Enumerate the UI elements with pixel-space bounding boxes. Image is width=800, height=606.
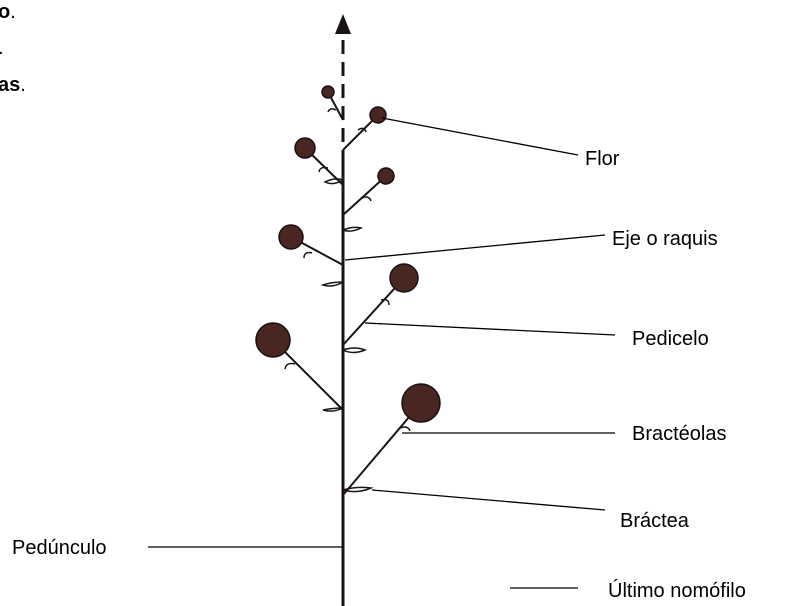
fragment: .: [0, 37, 4, 59]
label: Bractéolas: [632, 423, 727, 445]
leader-line: [345, 235, 605, 260]
fragment: o.: [0, 1, 16, 23]
label: Bráctea: [620, 510, 690, 532]
label: Pedúnculo: [12, 537, 107, 559]
labels: Flor Eje o raquis Pedicelo Bractéolas Br…: [12, 118, 746, 602]
leader-line: [382, 118, 578, 155]
label: Eje o raquis: [612, 228, 718, 250]
fragments: o. . as.: [0, 1, 26, 96]
leader-line: [372, 490, 605, 510]
leader-line: [365, 323, 615, 335]
fragment: as.: [0, 74, 26, 96]
label: Último nomófilo: [608, 579, 746, 602]
plant-drawing: [256, 14, 440, 606]
label: Flor: [585, 148, 620, 170]
label: Pedicelo: [632, 328, 709, 350]
diagram: o. . as. Flor Eje o raquis Pedicelo Brac…: [0, 0, 800, 606]
